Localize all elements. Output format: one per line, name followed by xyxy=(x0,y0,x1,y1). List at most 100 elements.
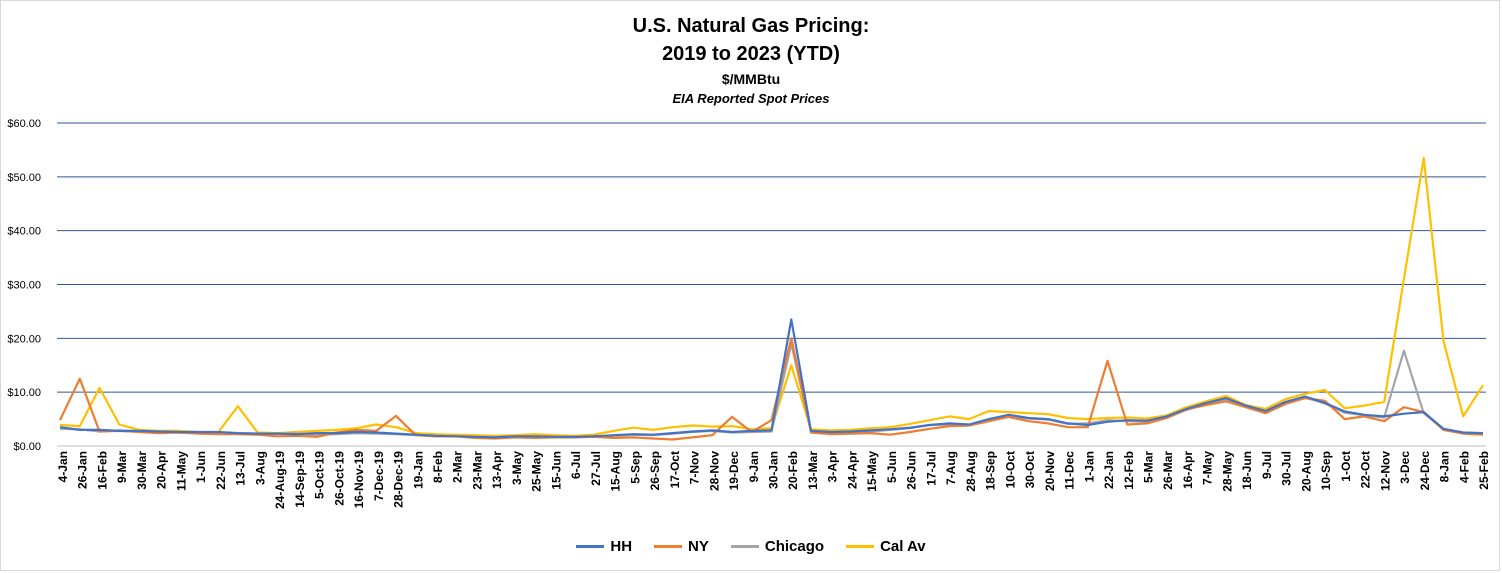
x-tick-label: 13-Mar xyxy=(806,451,820,490)
x-tick-label: 12-Nov xyxy=(1378,451,1392,491)
x-tick-label: 26-Oct-19 xyxy=(332,451,346,506)
x-tick-label: 17-Oct xyxy=(668,451,682,488)
x-tick-label: 28-Nov xyxy=(707,451,721,491)
y-tick-label: $0.00 xyxy=(13,441,41,453)
legend: HH NY Chicago Cal Av xyxy=(0,538,1502,555)
x-tick-label: 16-Feb xyxy=(95,451,109,490)
x-tick-label: 7-Nov xyxy=(688,451,702,485)
x-tick-label: 14-Sep-19 xyxy=(293,451,307,508)
x-tick-label: 16-Nov-19 xyxy=(352,451,366,509)
x-tick-label: 1-Jan xyxy=(1082,451,1096,482)
y-tick-label: $10.00 xyxy=(7,387,41,399)
x-tick-label: 30-Jul xyxy=(1280,451,1294,486)
x-tick-label: 27-Jul xyxy=(589,451,603,486)
x-tick-label: 10-Sep xyxy=(1319,451,1333,490)
x-tick-label: 18-Sep xyxy=(984,451,998,490)
legend-label: NY xyxy=(688,538,709,555)
x-tick-label: 20-Feb xyxy=(786,451,800,490)
y-tick-label: $50.00 xyxy=(7,172,41,184)
x-tick-label: 16-Apr xyxy=(1181,451,1195,489)
x-tick-label: 24-Aug-19 xyxy=(273,451,287,509)
chart-title-line2: 2019 to 2023 (YTD) xyxy=(662,43,840,65)
x-tick-label: 7-May xyxy=(1201,451,1215,485)
x-tick-label: 15-May xyxy=(865,451,879,492)
x-tick-label: 3-Apr xyxy=(826,451,840,483)
x-tick-label: 28-May xyxy=(1220,451,1234,492)
x-tick-label: 12-Feb xyxy=(1122,451,1136,490)
x-tick-label: 28-Aug xyxy=(964,451,978,492)
legend-swatch xyxy=(730,545,759,548)
x-tick-label: 24-Dec xyxy=(1418,451,1432,491)
legend-swatch xyxy=(654,545,683,548)
x-tick-label: 13-Jul xyxy=(234,451,248,486)
x-tick-label: 3-Dec xyxy=(1398,451,1412,484)
x-tick-label: 20-Apr xyxy=(155,451,169,489)
series-line-ny xyxy=(59,337,1484,441)
legend-label: HH xyxy=(610,538,633,555)
x-tick-label: 19-Jan xyxy=(411,451,425,489)
x-tick-label: 20-Nov xyxy=(1043,451,1057,491)
x-tick-label: 26-Jun xyxy=(905,451,919,490)
x-tick-label: 5-Mar xyxy=(1141,451,1155,483)
x-tick-label: 20-Aug xyxy=(1299,451,1313,492)
x-tick-label: 7-Aug xyxy=(944,451,958,485)
x-tick-label: 26-Jan xyxy=(76,451,90,489)
x-tick-label: 2-Mar xyxy=(451,451,465,483)
x-tick-label: 25-Feb xyxy=(1477,451,1491,490)
x-tick-label: 6-Jul xyxy=(569,451,583,479)
y-tick-label: $40.00 xyxy=(7,226,41,238)
series-line-cal-av xyxy=(59,156,1484,437)
x-tick-label: 5-Oct-19 xyxy=(313,451,327,499)
chart-unit: $/MMBtu xyxy=(721,71,781,87)
chart-title: U.S. Natural Gas Pricing: xyxy=(632,15,870,37)
x-tick-label: 26-Mar xyxy=(1161,451,1175,490)
x-tick-label: 22-Oct xyxy=(1359,451,1373,488)
chart-subtitle: EIA Reported Spot Prices xyxy=(672,91,830,106)
legend-item: Chicago xyxy=(730,538,825,555)
x-tick-label: 30-Oct xyxy=(1023,451,1037,488)
x-tick-label: 11-May xyxy=(174,451,188,491)
x-tick-label: 30-Jan xyxy=(767,451,781,489)
x-tick-label: 28-Dec-19 xyxy=(392,451,406,508)
x-tick-label: 15-Aug xyxy=(609,451,623,492)
x-tick-label: 9-Jul xyxy=(1260,451,1274,479)
x-tick-label: 7-Dec-19 xyxy=(372,451,386,501)
legend-item: HH xyxy=(576,538,632,555)
x-tick-label: 9-Jan xyxy=(747,451,761,482)
x-tick-label: 22-Jun xyxy=(214,451,228,490)
x-tick-label: 22-Jan xyxy=(1102,451,1116,489)
series-line-chicago xyxy=(59,342,1484,439)
x-tick-label: 5-Sep xyxy=(628,451,642,484)
x-tick-label: 3-Aug xyxy=(253,451,267,485)
x-tick-label: 18-Jun xyxy=(1240,451,1254,490)
x-tick-label: 1-Jun xyxy=(194,451,208,483)
x-tick-label: 5-Jun xyxy=(885,451,899,483)
x-tick-label: 10-Oct xyxy=(1003,451,1017,488)
legend-swatch xyxy=(576,545,605,548)
x-tick-label: 11-Dec xyxy=(1063,451,1077,490)
x-tick-label: 3-May xyxy=(510,451,524,485)
x-tick-label: 19-Dec xyxy=(727,451,741,491)
y-tick-label: $30.00 xyxy=(7,280,41,292)
x-tick-label: 8-Jan xyxy=(1438,451,1452,482)
legend-label: Cal Av xyxy=(880,538,926,555)
y-tick-label: $60.00 xyxy=(7,118,41,130)
series-line-hh xyxy=(59,318,1484,439)
x-tick-label: 26-Sep xyxy=(648,451,662,490)
x-tick-label: 13-Apr xyxy=(490,451,504,489)
x-tick-label: 15-Jun xyxy=(549,451,563,490)
x-tick-label: 30-Mar xyxy=(135,451,149,490)
x-tick-label: 4-Feb xyxy=(1457,451,1471,483)
x-tick-label: 24-Apr xyxy=(845,451,859,489)
x-tick-label: 23-Mar xyxy=(470,451,484,490)
legend-swatch xyxy=(846,545,875,548)
x-tick-label: 25-May xyxy=(530,451,544,492)
y-tick-label: $20.00 xyxy=(7,333,41,345)
legend-label: Chicago xyxy=(764,538,825,555)
legend-item: Cal Av xyxy=(846,538,926,555)
legend-item: NY xyxy=(654,538,709,555)
x-tick-label: 4-Jan xyxy=(56,451,70,482)
x-tick-label: 9-Mar xyxy=(115,451,129,483)
